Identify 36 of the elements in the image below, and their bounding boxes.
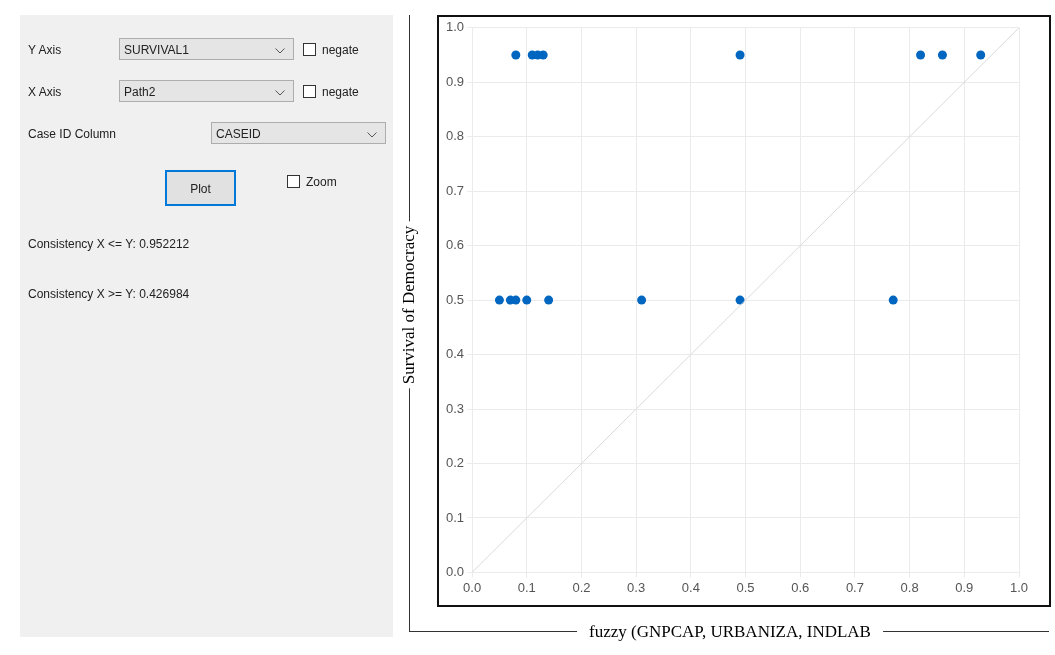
text: Consistency X <= Y: 0.952212	[28, 237, 190, 251]
y-axis-title: Survival of Democracy	[399, 221, 419, 389]
y-tick-label: 0.4	[445, 346, 465, 362]
y-tick-label: 0.9	[445, 73, 465, 89]
x-tick-label: 1.0	[1009, 579, 1029, 595]
x-tick-label: 0.6	[791, 579, 810, 595]
dropdown-field: CASEID	[211, 122, 386, 144]
x-tick-label: 0.3	[627, 579, 646, 595]
x-tick-label: 0.0	[463, 579, 482, 595]
y-tick-label: 0.5	[445, 291, 465, 307]
y-tick-label: 0.8	[445, 128, 465, 144]
x-tick-label: 0.5	[736, 579, 755, 595]
x-axis-title: fuzzy (GNPCAP, URBANIZA, INDLAB	[577, 622, 883, 642]
text: Case ID Column	[28, 127, 117, 141]
y-tick-label: 0.7	[445, 182, 465, 198]
x-tick-label: 0.8	[900, 579, 919, 595]
y-tick-label: 0.6	[445, 237, 465, 253]
dropdown-field: SURVIVAL1	[119, 38, 294, 60]
x-tick-label: 0.4	[681, 579, 700, 595]
text: Consistency X >= Y: 0.426984	[28, 287, 190, 301]
x-tick-label: 0.7	[845, 579, 864, 595]
button: Plot	[165, 170, 236, 206]
text: negate	[322, 42, 359, 57]
text: X Axis	[28, 85, 62, 99]
x-tick-label: 0.9	[955, 579, 974, 595]
y-tick-label: 0.1	[445, 509, 465, 525]
y-tick-label: 0.2	[445, 455, 465, 471]
x-tick-label: 0.2	[572, 579, 591, 595]
y-tick-label: 0.3	[445, 400, 465, 416]
y-tick-label: 0.0	[445, 563, 465, 579]
text: negate	[322, 84, 359, 99]
text: Zoom	[306, 174, 337, 189]
dropdown-field: Path2	[119, 80, 294, 102]
y-tick-label: 1.0	[445, 19, 465, 35]
text: Y Axis	[28, 43, 62, 57]
x-tick-label: 0.1	[517, 579, 536, 595]
